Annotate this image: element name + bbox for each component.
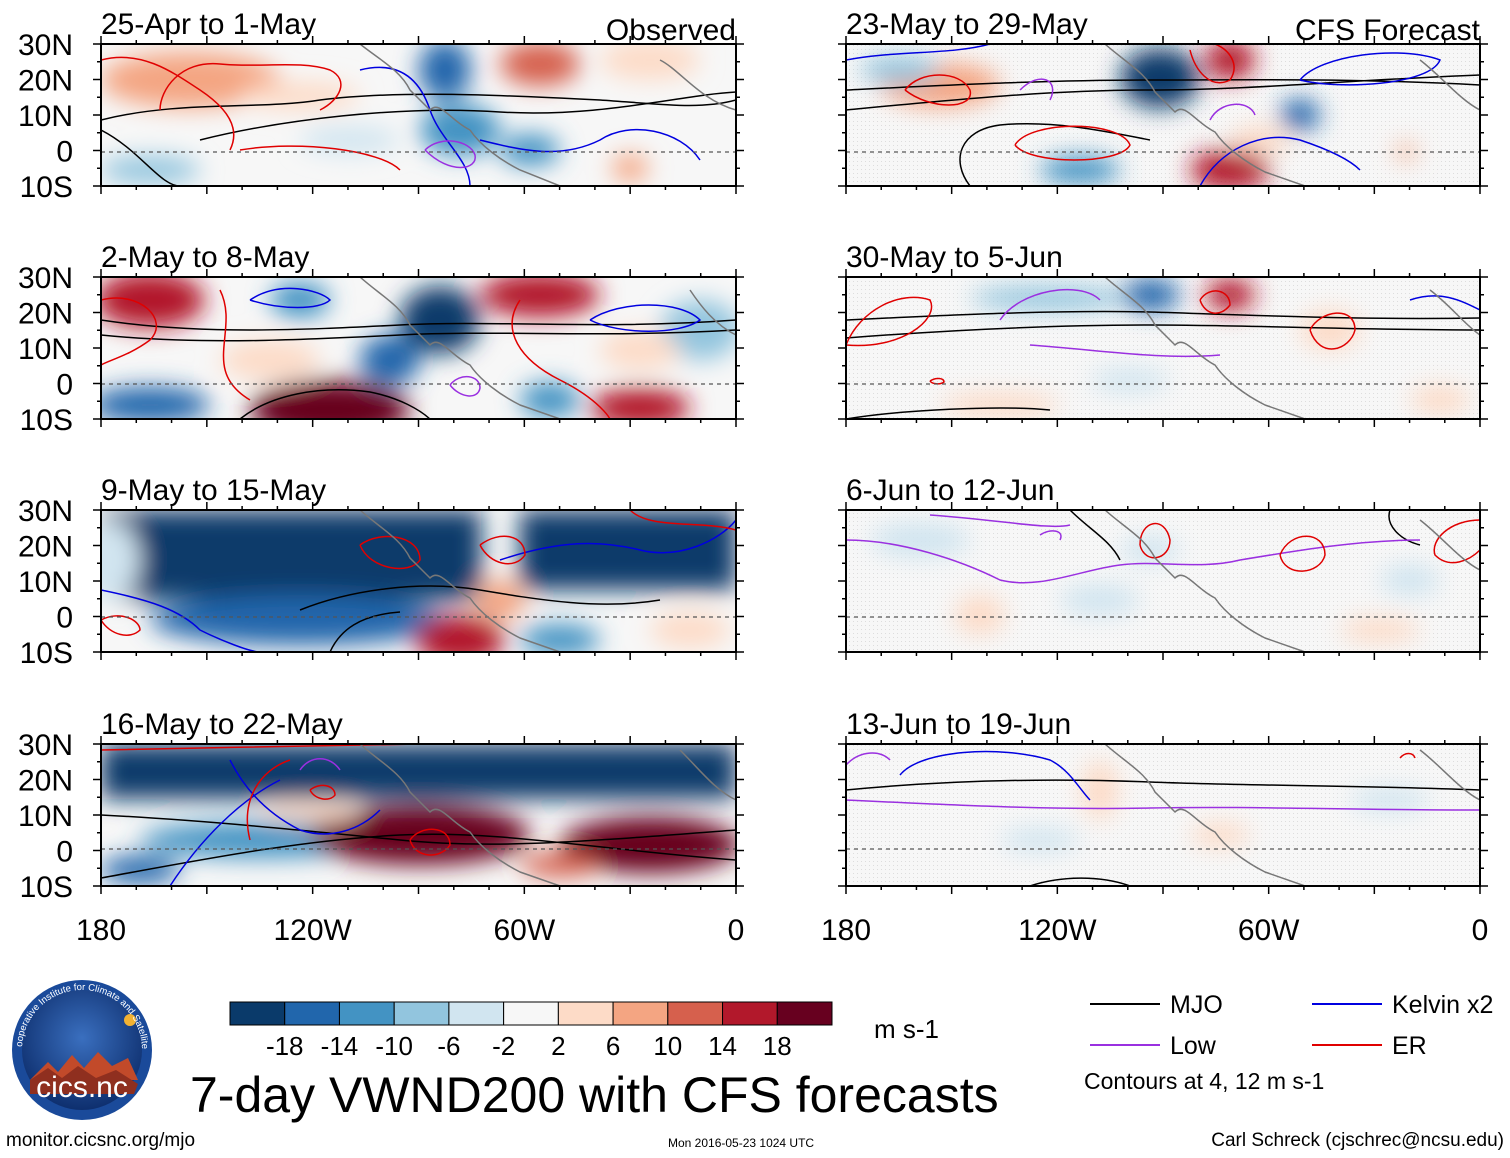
y-tick-label: 10S	[20, 871, 73, 904]
panel-observed-3	[101, 510, 736, 652]
colorbar-units: m s-1	[874, 1014, 939, 1044]
y-tick-label: 20N	[18, 531, 73, 564]
colorbar-tick-label: 2	[551, 1031, 565, 1061]
y-tick-label: 20N	[18, 298, 73, 331]
panel-observed-4	[101, 744, 736, 886]
colorbar-swatch	[284, 1001, 340, 1026]
colorbar-tick-label: 14	[708, 1031, 737, 1061]
y-tick-label: 10S	[20, 404, 73, 437]
legend: MJO Kelvin x2 Low ER	[1090, 991, 1493, 1060]
period-label: 13-Jun to 19-Jun	[846, 708, 1071, 741]
y-tick-label: 30N	[18, 262, 73, 295]
colorbar-tick-label: -10	[375, 1031, 413, 1061]
logo-text: cics.nc	[36, 1071, 128, 1104]
y-tick-label: 20N	[18, 765, 73, 798]
colorbar-tick-label: -2	[492, 1031, 515, 1061]
colorbar-swatch	[448, 1001, 505, 1026]
contour-note: Contours at 4, 12 m s-1	[1084, 1068, 1325, 1094]
footer-author: Carl Schreck (cjschrec@ncsu.edu)	[1211, 1130, 1504, 1151]
period-label: 9-May to 15-May	[101, 474, 326, 507]
colorbar-tick-label: 10	[653, 1031, 682, 1061]
panel-forecast-2	[846, 277, 1480, 419]
panel-forecast-1	[846, 44, 1480, 186]
period-label: 16-May to 22-May	[101, 708, 343, 741]
period-label: 6-Jun to 12-Jun	[846, 474, 1054, 507]
period-label: 23-May to 29-May	[846, 8, 1088, 41]
x-tick-label: 60W	[493, 914, 555, 947]
y-tick-label: 30N	[18, 495, 73, 528]
main-title: 7-day VWND200 with CFS forecasts	[190, 1067, 999, 1123]
colorbar-swatch	[776, 1001, 833, 1026]
x-tick-label: 180	[76, 914, 126, 947]
x-tick-label: 120W	[273, 914, 352, 947]
colorbar-tick-label: -6	[437, 1031, 460, 1061]
panel-observed-2	[101, 277, 736, 419]
legend-label: ER	[1392, 1032, 1427, 1060]
panel-forecast-3	[846, 510, 1480, 652]
y-tick-label: 10N	[18, 100, 73, 133]
y-tick-label: 0	[56, 602, 73, 635]
colorbar-swatch	[612, 1001, 669, 1026]
footer-url: monitor.cicsnc.org/mjo	[6, 1130, 196, 1151]
period-label: 25-Apr to 1-May	[101, 8, 316, 41]
y-tick-label: 10N	[18, 333, 73, 366]
y-tick-label: 30N	[18, 729, 73, 762]
colorbar: -18 -14 -10 -6 -2 2 6 10 14 18	[229, 1001, 833, 1061]
colorbar-tick-label: -14	[321, 1031, 359, 1061]
y-tick-label: 0	[56, 836, 73, 869]
y-tick-label: 20N	[18, 65, 73, 98]
colorbar-swatch	[722, 1001, 778, 1026]
period-label: 30-May to 5-Jun	[846, 241, 1063, 274]
colorbar-tick-label: 6	[606, 1031, 620, 1061]
colorbar-swatch	[393, 1001, 450, 1026]
period-label: 2-May to 8-May	[101, 241, 309, 274]
footer-timestamp: Mon 2016-05-23 1024 UTC	[668, 1136, 815, 1150]
legend-label: Kelvin x2	[1392, 991, 1493, 1019]
y-tick-label: 0	[56, 136, 73, 169]
panel-observed-1	[101, 44, 736, 186]
y-tick-label: 30N	[18, 29, 73, 62]
y-tick-label: 0	[56, 369, 73, 402]
colorbar-tick-label: 18	[763, 1031, 792, 1061]
column-header-1: CFS Forecast	[1295, 14, 1481, 47]
y-tick-label: 10N	[18, 800, 73, 833]
x-tick-label: 180	[821, 914, 871, 947]
colorbar-swatch	[229, 1001, 286, 1026]
colorbar-swatch	[503, 1001, 559, 1026]
colorbar-swatch	[667, 1001, 724, 1026]
colorbar-swatch	[557, 1001, 614, 1026]
x-tick-label: 60W	[1238, 914, 1300, 947]
legend-label: MJO	[1170, 991, 1223, 1019]
panel-forecast-4	[846, 744, 1480, 886]
x-tick-label: 0	[728, 914, 745, 947]
x-tick-label: 120W	[1018, 914, 1097, 947]
y-tick-label: 10S	[20, 637, 73, 670]
column-header-0: Observed	[606, 14, 736, 47]
legend-label: Low	[1170, 1032, 1217, 1060]
y-tick-label: 10S	[20, 171, 73, 204]
colorbar-tick-label: -18	[266, 1031, 304, 1061]
y-tick-label: 10N	[18, 566, 73, 599]
colorbar-swatch	[338, 1001, 395, 1026]
x-tick-label: 0	[1472, 914, 1489, 947]
